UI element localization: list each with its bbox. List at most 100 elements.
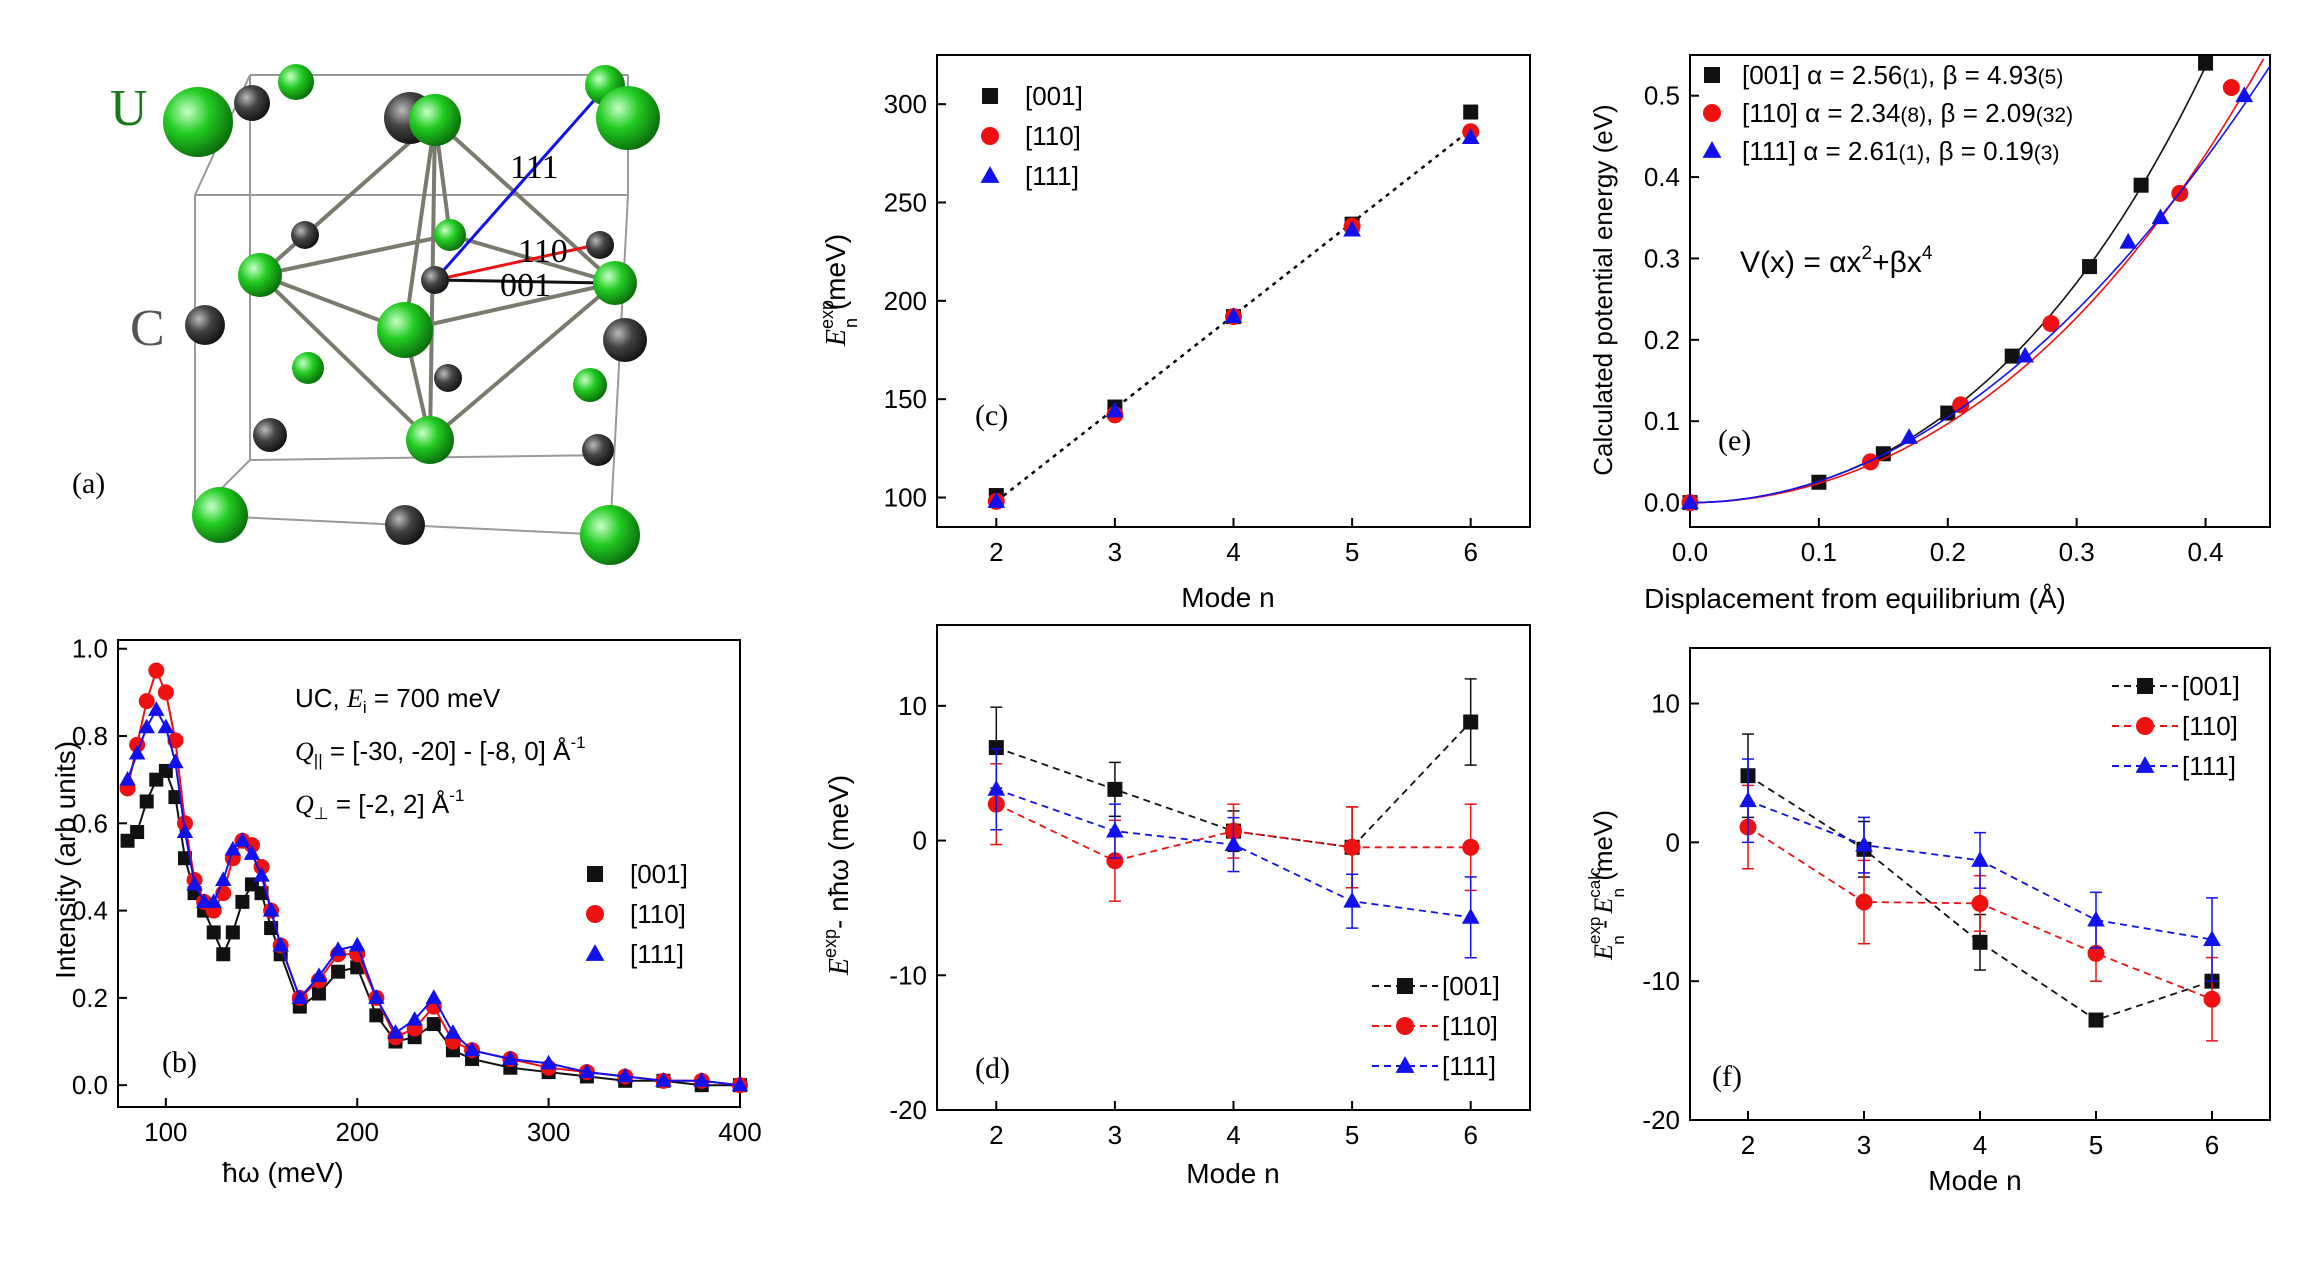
legend-label: [110] bbox=[2182, 711, 2238, 741]
atoms bbox=[163, 64, 660, 565]
legend-label: [001] bbox=[2182, 671, 2240, 701]
data-point bbox=[578, 1063, 596, 1079]
legend-marker bbox=[1397, 978, 1413, 994]
data-point bbox=[616, 1067, 634, 1083]
data-point bbox=[988, 740, 1004, 756]
data-point bbox=[368, 989, 385, 1004]
x-tick-label: 2 bbox=[989, 1120, 1003, 1150]
x-tick-label: 0.1 bbox=[1801, 537, 1837, 567]
y-tick-label: 0.1 bbox=[1644, 406, 1680, 436]
data-point bbox=[1106, 821, 1124, 838]
x-tick-label: 3 bbox=[1108, 537, 1122, 567]
y-tick-label: 0.2 bbox=[72, 983, 108, 1013]
legend-label: [001] bbox=[630, 859, 688, 889]
data-point bbox=[425, 989, 443, 1004]
data-point bbox=[119, 771, 136, 786]
y-tick-label: -10 bbox=[889, 960, 927, 990]
data-point bbox=[502, 1050, 519, 1065]
data-point bbox=[1461, 908, 1480, 924]
legend-marker bbox=[982, 88, 998, 104]
data-point bbox=[463, 1041, 481, 1057]
carbon-atom bbox=[582, 434, 614, 466]
chart-e-legend: [001] α = 2.56(1), β = 4.93(5) [110] α =… bbox=[1742, 60, 2073, 166]
data-point bbox=[1971, 851, 1989, 867]
carbon-atom bbox=[434, 364, 462, 392]
data-point bbox=[1107, 781, 1123, 797]
x-tick-label: 0.0 bbox=[1672, 537, 1708, 567]
legend-marker bbox=[587, 866, 603, 882]
legend-marker bbox=[585, 944, 605, 961]
data-point bbox=[1463, 714, 1479, 730]
data-point bbox=[444, 1024, 462, 1039]
data-point bbox=[1106, 852, 1124, 870]
x-tick-label: 200 bbox=[336, 1117, 379, 1147]
fit-curve-[001] bbox=[1689, 66, 2207, 504]
panel-a-label: (a) bbox=[72, 467, 105, 500]
uranium-atom bbox=[409, 94, 461, 146]
carbon-atom bbox=[586, 231, 614, 259]
uranium-atom bbox=[580, 505, 640, 565]
y-tick-label: -20 bbox=[1642, 1105, 1680, 1135]
data-point bbox=[234, 832, 251, 847]
chart-b: 100 200 300 400 0.0 0.2 0.4 0.6 0.8 1.0 [001] [110]… bbox=[72, 634, 762, 1147]
y-tick-label: 10 bbox=[1651, 689, 1680, 719]
uranium-atom bbox=[377, 302, 433, 358]
x-tick-label: 6 bbox=[1463, 1120, 1477, 1150]
data-point bbox=[387, 1024, 404, 1039]
data-point bbox=[1972, 934, 1988, 950]
carbon-atom bbox=[253, 418, 287, 452]
data-point bbox=[2042, 315, 2060, 333]
data-point bbox=[2203, 930, 2221, 946]
data-point bbox=[2222, 79, 2240, 97]
y-tick-label: 250 bbox=[884, 188, 927, 218]
chart-f-xlabel: Mode n bbox=[1928, 1165, 2021, 1196]
carbon-atom bbox=[291, 221, 319, 249]
data-point bbox=[2004, 348, 2020, 364]
data-point bbox=[1462, 838, 1480, 856]
data-point bbox=[693, 1072, 710, 1087]
data-point bbox=[2203, 990, 2221, 1008]
uranium-atom bbox=[278, 64, 314, 100]
data-point bbox=[1855, 835, 1873, 852]
legend-label: [001] bbox=[1442, 971, 1500, 1001]
direction-110-label: 110 bbox=[518, 233, 568, 270]
legend-marker bbox=[1395, 1056, 1415, 1073]
data-point bbox=[167, 753, 184, 769]
data-point bbox=[1940, 405, 1956, 421]
series-line-[111] bbox=[126, 707, 741, 1087]
legend-marker bbox=[981, 127, 999, 145]
chart-b-panel-label: (b) bbox=[162, 1046, 197, 1079]
y-tick-label: 0.4 bbox=[1644, 162, 1680, 192]
x-tick-label: 0.2 bbox=[1930, 537, 1966, 567]
chart-e-ylabel: Calculated potential energy (eV) bbox=[1588, 104, 1618, 475]
chart-d-ylabel: Eexp- nħω (meV) bbox=[820, 775, 855, 976]
chart-b-xlabel: ħω (meV) bbox=[222, 1157, 343, 1188]
y-tick-label: -20 bbox=[889, 1095, 927, 1125]
data-point bbox=[540, 1054, 557, 1070]
uranium-atom bbox=[434, 219, 466, 251]
legend-marker bbox=[1702, 141, 1722, 158]
y-tick-label: 0 bbox=[1666, 827, 1680, 857]
chart-e-panel-label: (e) bbox=[1718, 424, 1751, 457]
y-tick-label: 200 bbox=[884, 286, 927, 316]
data-point bbox=[139, 794, 154, 809]
data-point bbox=[2016, 346, 2034, 363]
data-point bbox=[176, 823, 194, 839]
chart-e-formula: V(x) = αx2+βx4 bbox=[1740, 243, 1933, 279]
chart-d: 2 3 4 5 6 -20 -10 0 10 [001] [110] [111] bbox=[889, 624, 1531, 1150]
y-tick-label: 0 bbox=[913, 826, 927, 856]
data-point bbox=[987, 780, 1006, 796]
y-tick-label: 0.0 bbox=[72, 1070, 108, 1100]
chart-b-annotation-1: UC, Ei = 700 meV bbox=[295, 683, 501, 717]
x-tick-label: 0.3 bbox=[2059, 537, 2095, 567]
plot-frame bbox=[1689, 54, 2271, 528]
chart-b-ylabel: Intensity (arb units) bbox=[50, 741, 81, 979]
legend-label: [110] bbox=[630, 899, 686, 929]
data-point bbox=[148, 701, 165, 716]
uranium-atom bbox=[163, 87, 233, 157]
data-point bbox=[215, 871, 232, 887]
data-point bbox=[253, 858, 270, 875]
direction-111-label: 111 bbox=[510, 149, 558, 186]
data-point bbox=[1681, 493, 1699, 509]
